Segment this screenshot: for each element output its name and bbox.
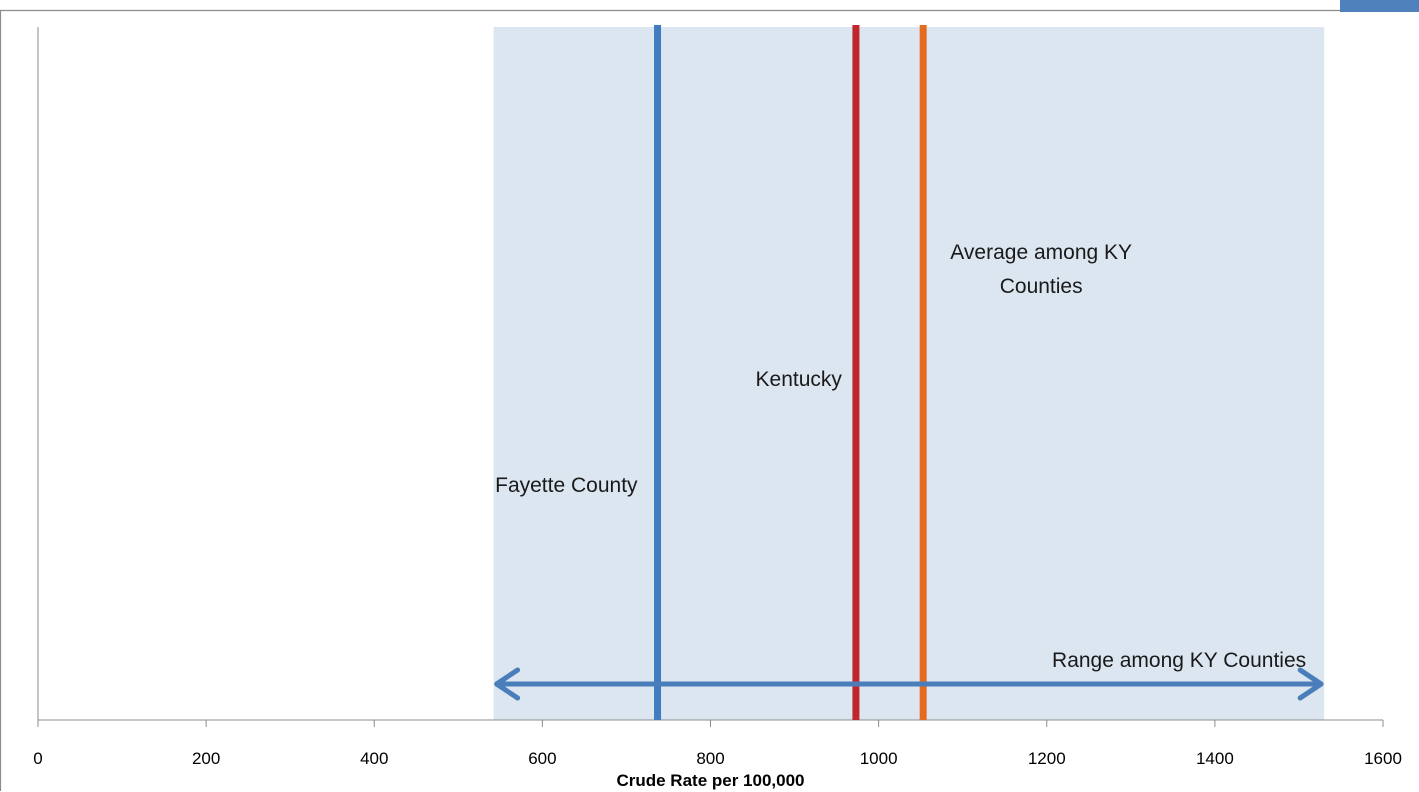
x-tick-label: 800: [696, 749, 724, 768]
range-label: Range among KY Counties: [1052, 649, 1306, 672]
x-tick-label: 1200: [1028, 749, 1066, 768]
x-tick-label: 1400: [1196, 749, 1234, 768]
corner-accent: [1340, 0, 1419, 12]
x-tick-label: 1000: [860, 749, 898, 768]
chart-border: [0, 9, 1340, 791]
fayette-label: Fayette County: [495, 474, 638, 497]
average-label: Average among KY: [950, 241, 1132, 264]
x-tick-label: 600: [528, 749, 556, 768]
kentucky-label: Kentucky: [756, 368, 843, 391]
range-arrow-right-head: [1297, 667, 1324, 701]
x-tick-label: 400: [360, 749, 388, 768]
range-band: [493, 27, 1325, 720]
average-label: Counties: [1000, 275, 1083, 298]
x-axis-title: Crude Rate per 100,000: [616, 771, 804, 790]
range-arrow-left-head: [494, 667, 521, 701]
x-tick-label: 1600: [1364, 749, 1402, 768]
x-tick-label: 200: [192, 749, 220, 768]
x-tick-label: 0: [33, 749, 42, 768]
